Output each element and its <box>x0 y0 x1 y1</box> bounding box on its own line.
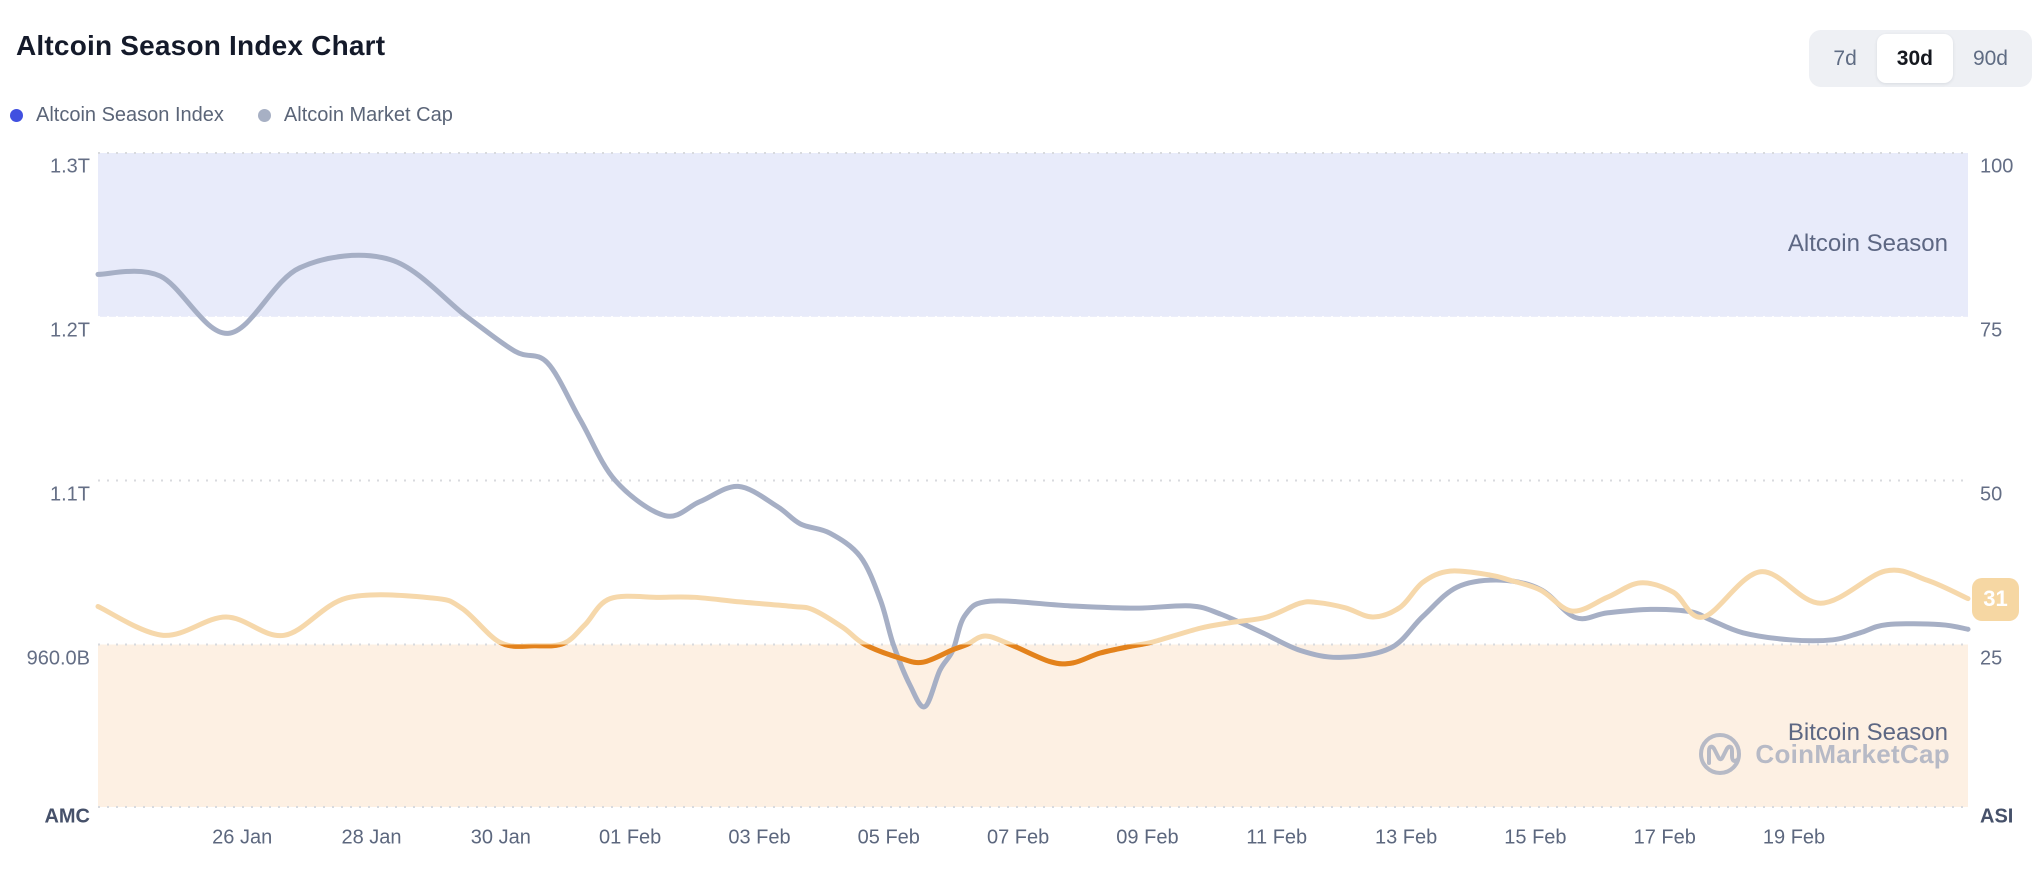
left-axis-tick: 1.1T <box>49 483 90 505</box>
x-axis-tick: 17 Feb <box>1633 826 1696 849</box>
right-axis-tick: 100 <box>1980 155 2014 178</box>
right-axis-tick: 75 <box>1980 319 2003 342</box>
legend-item[interactable]: Altcoin Season Index <box>10 104 224 127</box>
range-button-90d[interactable]: 90d <box>1953 34 2028 83</box>
range-button-7d[interactable]: 7d <box>1813 34 1876 83</box>
right-axis-title: ASI <box>1980 805 2014 828</box>
left-axis-tick: 960.0B <box>26 647 90 669</box>
x-axis-tick: 07 Feb <box>986 826 1050 849</box>
left-axis-title: AMC <box>44 805 90 828</box>
left-axis-tick: 1.3T <box>49 155 90 178</box>
current-asi-value-badge: 31 <box>1972 577 2019 621</box>
page-title: Altcoin Season Index Chart <box>16 30 386 61</box>
coinmarketcap-watermark-text: CoinMarketCap <box>1755 738 1950 769</box>
x-axis-tick: 09 Feb <box>1116 826 1179 849</box>
legend-item[interactable]: Altcoin Market Cap <box>257 104 453 127</box>
x-axis-tick: 05 Feb <box>857 826 920 849</box>
chart-legend: Altcoin Season Index Altcoin Market Cap <box>10 104 453 127</box>
coinmarketcap-watermark: CoinMarketCap <box>1697 731 1950 777</box>
x-axis-tick: 28 Jan <box>341 826 402 849</box>
altcoin-season-zone-label: Altcoin Season <box>1787 230 1948 257</box>
legend-dot-icon <box>257 109 271 122</box>
left-axis-tick: 1.2T <box>49 319 90 342</box>
right-axis-tick: 50 <box>1980 483 2003 505</box>
x-axis-tick: 30 Jan <box>470 826 531 849</box>
bitcoin-season-zone-label: Bitcoin Season <box>1787 719 1948 746</box>
coinmarketcap-logo-icon <box>1699 733 1742 775</box>
x-axis-tick: 03 Feb <box>728 826 791 849</box>
right-axis-tick: 25 <box>1980 647 2003 669</box>
x-axis-tick: 26 Jan <box>212 826 273 849</box>
x-axis-tick: 11 Feb <box>1246 826 1308 849</box>
x-axis-tick: 19 Feb <box>1762 826 1826 849</box>
legend-label: Altcoin Season Index <box>36 104 224 126</box>
x-axis-tick: 01 Feb <box>599 826 662 849</box>
legend-dot-icon <box>10 109 23 122</box>
x-axis-tick: 15 Feb <box>1504 826 1567 849</box>
time-range-selector: 7d 30d 90d <box>1809 30 2032 87</box>
range-button-30d[interactable]: 30d <box>1876 34 1953 83</box>
legend-label: Altcoin Market Cap <box>283 104 453 126</box>
x-axis-tick: 13 Feb <box>1374 826 1438 849</box>
